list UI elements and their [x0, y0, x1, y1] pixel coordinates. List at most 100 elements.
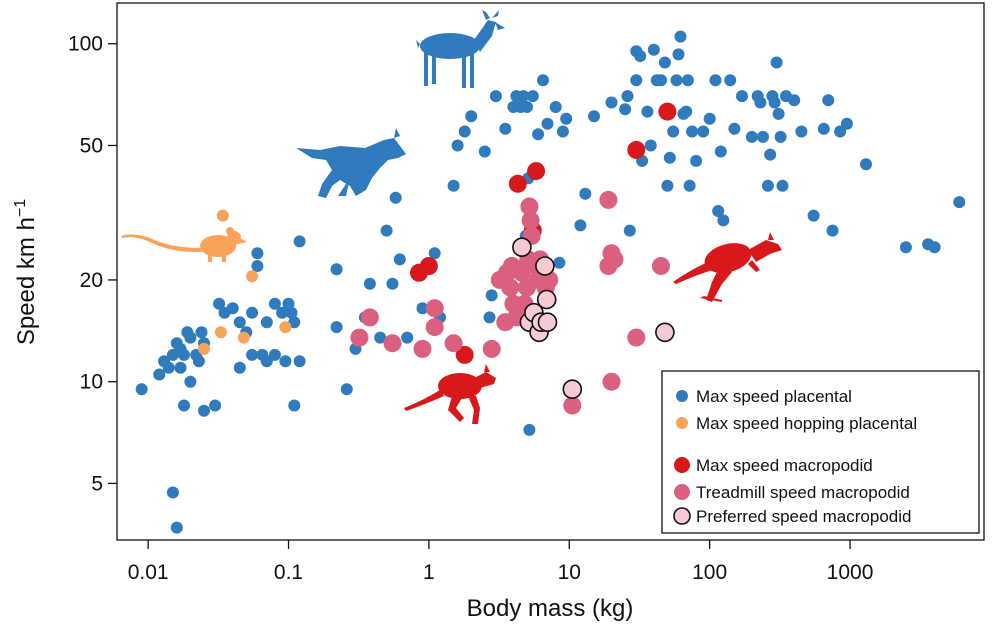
- x-tick-label-4: 100: [692, 561, 727, 584]
- point-s0-107: [674, 30, 687, 43]
- legend-marker-1: [676, 417, 688, 429]
- point-s0-64: [478, 145, 491, 158]
- point-s0-18: [209, 399, 222, 412]
- point-s1-2: [216, 209, 229, 222]
- point-s4-0: [512, 237, 532, 257]
- point-s0-42: [288, 399, 301, 412]
- point-s0-36: [279, 355, 292, 368]
- point-s0-114: [697, 125, 710, 138]
- point-s3-2: [383, 334, 402, 353]
- point-s0-82: [553, 256, 566, 269]
- point-s0-143: [840, 117, 853, 130]
- point-s0-120: [724, 74, 737, 87]
- point-s0-38: [246, 348, 259, 361]
- point-s0-118: [714, 145, 727, 158]
- point-s2-6: [627, 140, 646, 159]
- y-tick-label-1: 10: [80, 371, 103, 394]
- point-s0-55: [401, 331, 414, 344]
- point-s0-51: [380, 224, 393, 237]
- wallaby-silhouette: [404, 364, 496, 424]
- y-axis-title: Speed km h−1: [12, 199, 40, 345]
- y-tick-label-0: 5: [91, 472, 103, 495]
- point-s0-144: [860, 158, 872, 171]
- point-s0-92: [630, 74, 643, 87]
- point-s0-80: [541, 117, 554, 130]
- point-s0-141: [826, 224, 839, 237]
- series-1: [198, 209, 292, 355]
- point-s2-2: [455, 345, 474, 364]
- point-s0-21: [213, 297, 226, 310]
- point-s0-128: [764, 148, 777, 161]
- point-s0-102: [661, 179, 674, 192]
- point-s0-112: [686, 125, 699, 138]
- point-s0-106: [672, 48, 685, 61]
- data-points-layer: [135, 30, 966, 534]
- point-s0-17: [198, 404, 210, 417]
- point-s0-142: [834, 125, 847, 138]
- point-s0-98: [647, 43, 660, 56]
- point-s3-33: [627, 328, 646, 347]
- point-s2-7: [658, 102, 677, 121]
- point-s0-139: [817, 122, 830, 135]
- point-s4-6: [536, 289, 557, 310]
- point-s0-84: [560, 112, 573, 125]
- point-s3-4: [425, 299, 444, 318]
- point-s0-94: [634, 50, 647, 62]
- point-s0-45: [330, 263, 343, 276]
- x-axis-title: Body mass (kg): [467, 595, 634, 622]
- point-s4-5: [535, 256, 555, 276]
- point-s0-109: [680, 105, 693, 118]
- point-s2-1: [419, 257, 438, 275]
- point-s0-147: [928, 241, 941, 254]
- point-s3-7: [482, 339, 501, 358]
- x-axis: 0.01 0.1 1 10 100 1000: [128, 540, 874, 584]
- point-s3-19: [520, 197, 539, 216]
- point-s0-14: [195, 326, 208, 339]
- silhouettes-layer: [121, 10, 782, 424]
- point-s0-53: [389, 191, 402, 204]
- point-s0-44: [330, 321, 343, 334]
- point-s0-27: [251, 260, 264, 272]
- y-axis: 5 10 20 50 100: [68, 33, 117, 495]
- point-s0-16: [178, 399, 190, 412]
- point-s3-6: [444, 334, 463, 353]
- point-s0-56: [416, 302, 429, 315]
- point-s4-9: [655, 322, 675, 343]
- point-s0-105: [670, 74, 683, 87]
- kangaroo-silhouette: [673, 232, 782, 302]
- point-s0-23: [226, 302, 239, 315]
- point-s0-116: [709, 74, 722, 87]
- point-s0-52: [386, 277, 399, 290]
- x-tick-label-3: 10: [558, 561, 581, 584]
- point-s0-85: [574, 219, 587, 232]
- mouse-silhouette: [121, 227, 247, 262]
- point-s0-28: [251, 247, 264, 260]
- point-s0-89: [619, 103, 632, 116]
- point-s3-5: [425, 318, 444, 337]
- point-s0-130: [768, 96, 781, 109]
- point-s0-79: [537, 74, 549, 87]
- point-s0-49: [363, 277, 376, 290]
- point-s0-121: [728, 122, 741, 135]
- point-s0-88: [605, 96, 618, 109]
- y-tick-label-2: 20: [80, 269, 103, 292]
- point-s0-115: [703, 112, 716, 125]
- legend-label-3: Treadmill speed macropodid: [696, 483, 910, 502]
- wolf-silhouette: [296, 128, 406, 198]
- point-s0-76: [523, 423, 536, 436]
- legend-label-0: Max speed placental: [696, 387, 852, 406]
- point-s0-113: [690, 154, 703, 167]
- legend-label-4: Preferred speed macropodid: [696, 507, 911, 526]
- x-tick-label-5: 1000: [827, 561, 874, 584]
- point-s0-148: [953, 196, 966, 209]
- y-axis-title-superscript: −1: [12, 199, 29, 217]
- point-s0-140: [822, 94, 835, 107]
- point-s0-58: [428, 247, 441, 260]
- point-s0-134: [776, 179, 789, 192]
- point-s1-0: [198, 342, 210, 355]
- point-s3-15: [512, 263, 531, 282]
- point-s0-24: [233, 316, 246, 329]
- point-s0-1: [153, 368, 166, 381]
- point-s0-66: [485, 289, 498, 302]
